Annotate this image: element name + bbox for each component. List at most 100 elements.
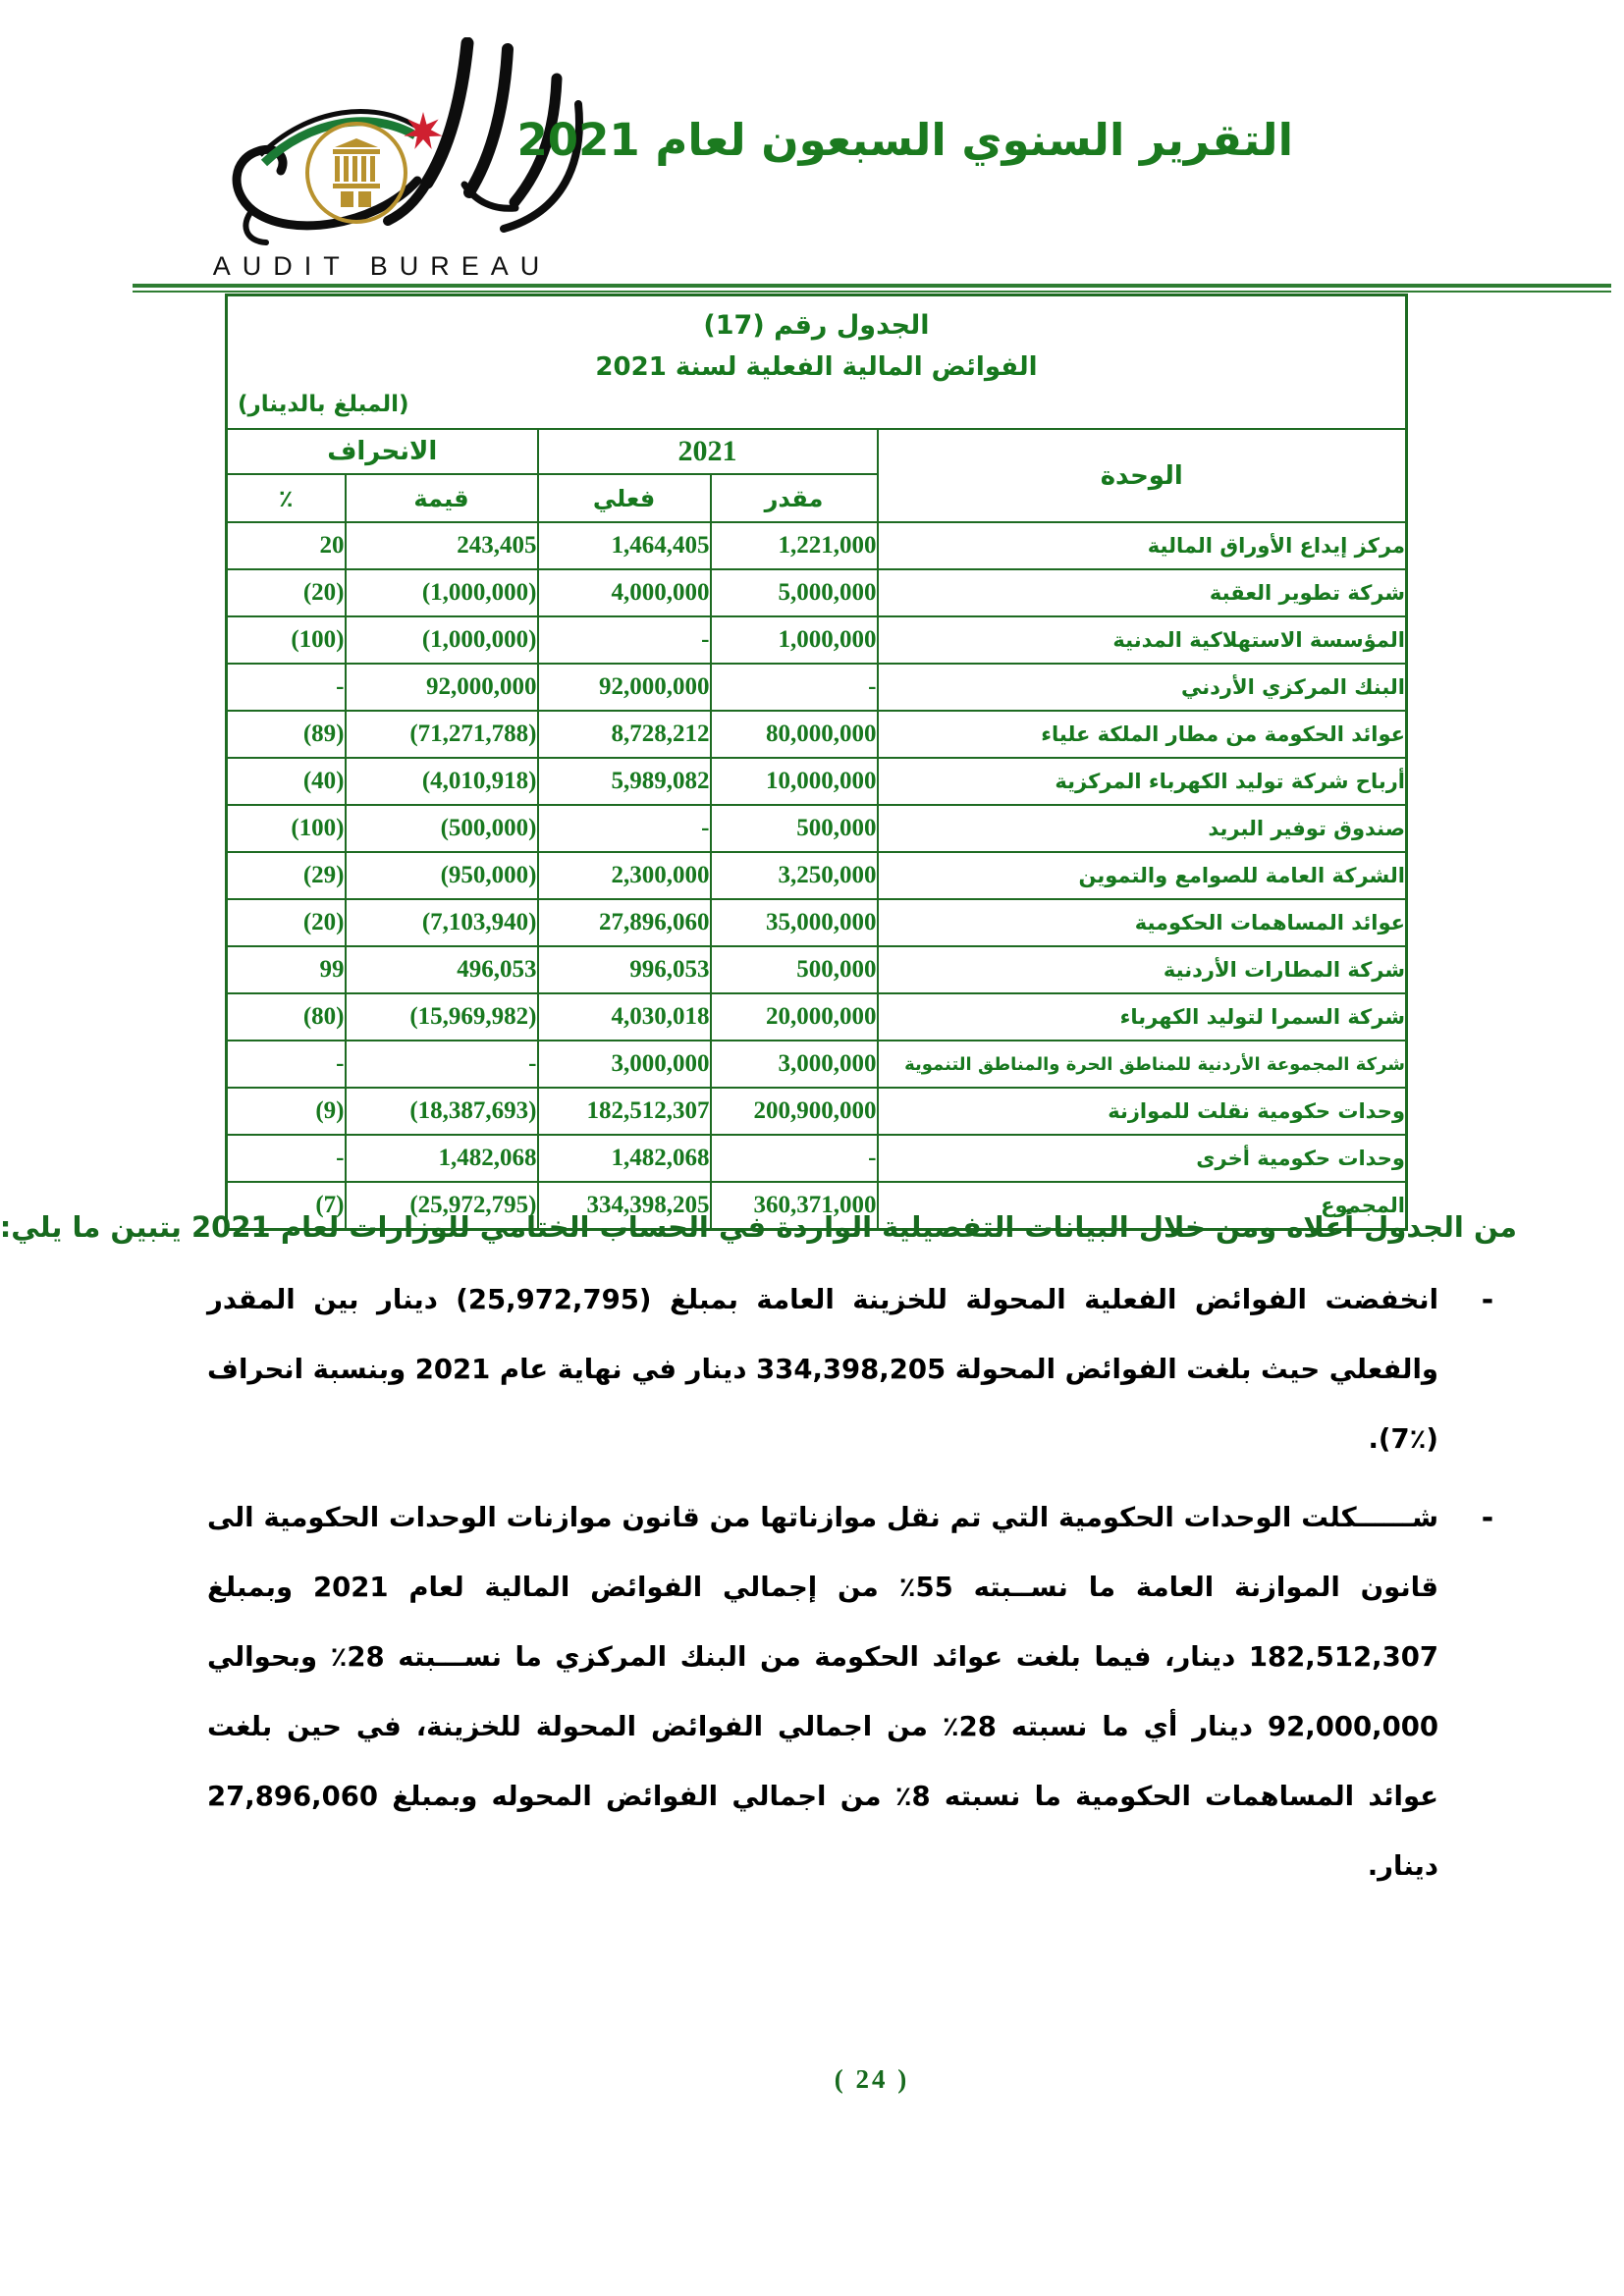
surplus-table: الجدول رقم (17) الفوائض المالية الفعلية … — [165, 294, 1348, 1231]
unit-cell: شركة المجموعة الأردنية للمناطق الحرة وال… — [818, 1041, 1347, 1088]
deviation-percent-cell: (89) — [166, 711, 285, 758]
actual-cell: 2,300,000 — [478, 852, 651, 899]
deviation-value-cell: 92,000,000 — [286, 664, 478, 711]
col-header-actual: فعلي — [478, 474, 651, 522]
table-header-row-1: الوحدة 2021 الانحراف — [166, 429, 1346, 474]
estimated-cell: 80,000,000 — [651, 711, 818, 758]
unit-cell: الشركة العامة للصوامع والتموين — [818, 852, 1347, 899]
deviation-percent-cell: - — [166, 1135, 285, 1182]
deviation-percent-cell: 20 — [166, 522, 285, 569]
unit-cell: عوائد المساهمات الحكومية — [818, 899, 1347, 946]
finding-item: - انخفضت الفوائض الفعلية المحولة للخزينة… — [147, 1265, 1477, 1474]
col-header-deviation: الانحراف — [166, 429, 477, 474]
estimated-cell: 35,000,000 — [651, 899, 818, 946]
deviation-value-cell: (500,000) — [286, 805, 478, 852]
deviation-percent-cell: - — [166, 664, 285, 711]
actual-cell: 182,512,307 — [478, 1088, 651, 1135]
deviation-percent-cell: 99 — [166, 946, 285, 993]
unit-cell: أرباح شركة توليد الكهرباء المركزية — [818, 758, 1347, 805]
finding-text: انخفضت الفوائض الفعلية المحولة للخزينة ا… — [147, 1265, 1379, 1474]
table-subject-title: الفوائض المالية الفعلية لسنة 2021 — [168, 352, 1345, 382]
report-page: { "header": { "logo": { "arabic": "ديوان… — [0, 0, 1624, 2296]
bullet-dash: - — [1379, 1483, 1477, 1901]
deviation-percent-cell: (29) — [166, 852, 285, 899]
estimated-cell: 1,000,000 — [651, 616, 818, 664]
table-row: شركة تطوير العقبة 5,000,000 4,000,000 (1… — [166, 569, 1346, 616]
deviation-value-cell: 496,053 — [286, 946, 478, 993]
table-row: صندوق توفير البريد 500,000 - (500,000) (… — [166, 805, 1346, 852]
deviation-value-cell: (18,387,693) — [286, 1088, 478, 1135]
unit-cell: المؤسسة الاستهلاكية المدنية — [818, 616, 1347, 664]
deviation-value-cell: (15,969,982) — [286, 993, 478, 1041]
table-row: أرباح شركة توليد الكهرباء المركزية 10,00… — [166, 758, 1346, 805]
logo-english-label: AUDIT BUREAU — [110, 251, 534, 282]
page-title: التقرير السنوي السبعون لعام 2021 — [458, 114, 1234, 166]
estimated-cell: 20,000,000 — [651, 993, 818, 1041]
surplus-table-container: الجدول رقم (17) الفوائض المالية الفعلية … — [168, 294, 1348, 1231]
finding-item: - شــــــكلت الوحدات الحكومية التي تم نق… — [147, 1483, 1477, 1901]
estimated-cell: 200,900,000 — [651, 1088, 818, 1135]
findings-list: - انخفضت الفوائض الفعلية المحولة للخزينة… — [147, 1265, 1477, 1901]
table-row: شركة المطارات الأردنية 500,000 996,053 4… — [166, 946, 1346, 993]
deviation-percent-cell: (80) — [166, 993, 285, 1041]
deviation-value-cell: (1,000,000) — [286, 616, 478, 664]
deviation-value-cell: (71,271,788) — [286, 711, 478, 758]
estimated-cell: 3,000,000 — [651, 1041, 818, 1088]
estimated-cell: 1,221,000 — [651, 522, 818, 569]
estimated-cell: 10,000,000 — [651, 758, 818, 805]
estimated-cell: 3,250,000 — [651, 852, 818, 899]
estimated-cell: - — [651, 664, 818, 711]
col-header-estimated: مقدر — [651, 474, 818, 522]
actual-cell: 92,000,000 — [478, 664, 651, 711]
deviation-percent-cell: (20) — [166, 899, 285, 946]
table-row: وحدات حكومية أخرى - 1,482,068 1,482,068 … — [166, 1135, 1346, 1182]
table-row: عوائد المساهمات الحكومية 35,000,000 27,8… — [166, 899, 1346, 946]
table-row: المؤسسة الاستهلاكية المدنية 1,000,000 - … — [166, 616, 1346, 664]
actual-cell: 3,000,000 — [478, 1041, 651, 1088]
actual-cell: 4,000,000 — [478, 569, 651, 616]
table-row: عوائد الحكومة من مطار الملكة علياء 80,00… — [166, 711, 1346, 758]
finding-text: شــــــكلت الوحدات الحكومية التي تم نقل … — [147, 1483, 1379, 1901]
actual-cell: 1,482,068 — [478, 1135, 651, 1182]
estimated-cell: 500,000 — [651, 805, 818, 852]
table-caption-row: الجدول رقم (17) الفوائض المالية الفعلية … — [166, 295, 1346, 430]
deviation-percent-cell: (40) — [166, 758, 285, 805]
unit-cell: صندوق توفير البريد — [818, 805, 1347, 852]
deviation-value-cell: 1,482,068 — [286, 1135, 478, 1182]
table-row: الشركة العامة للصوامع والتموين 3,250,000… — [166, 852, 1346, 899]
deviation-percent-cell: (100) — [166, 805, 285, 852]
col-header-year: 2021 — [478, 429, 818, 474]
unit-cell: وحدات حكومية أخرى — [818, 1135, 1347, 1182]
deviation-value-cell: (4,010,918) — [286, 758, 478, 805]
estimated-cell: 5,000,000 — [651, 569, 818, 616]
actual-cell: 27,896,060 — [478, 899, 651, 946]
deviation-value-cell: - — [286, 1041, 478, 1088]
unit-cell: شركة تطوير العقبة — [818, 569, 1347, 616]
unit-cell: شركة السمرا لتوليد الكهرباء — [818, 993, 1347, 1041]
table-row: مركز إيداع الأوراق المالية 1,221,000 1,4… — [166, 522, 1346, 569]
table-row: وحدات حكومية نقلت للموازنة 200,900,000 1… — [166, 1088, 1346, 1135]
header-divider-rule — [73, 284, 1551, 293]
estimated-cell: - — [651, 1135, 818, 1182]
col-header-value: قيمة — [286, 474, 478, 522]
estimated-cell: 500,000 — [651, 946, 818, 993]
deviation-percent-cell: - — [166, 1041, 285, 1088]
unit-cell: عوائد الحكومة من مطار الملكة علياء — [818, 711, 1347, 758]
actual-cell: 5,989,082 — [478, 758, 651, 805]
bullet-dash: - — [1379, 1265, 1477, 1474]
deviation-percent-cell: (9) — [166, 1088, 285, 1135]
table-row: شركة المجموعة الأردنية للمناطق الحرة وال… — [166, 1041, 1346, 1088]
unit-cell: شركة المطارات الأردنية — [818, 946, 1347, 993]
table-number-title: الجدول رقم (17) — [168, 310, 1345, 341]
actual-cell: 4,030,018 — [478, 993, 651, 1041]
deviation-percent-cell: (100) — [166, 616, 285, 664]
actual-cell: - — [478, 805, 651, 852]
actual-cell: 996,053 — [478, 946, 651, 993]
gold-petra-emblem — [247, 124, 346, 222]
page-number: ( 24 ) — [0, 2064, 1624, 2095]
table-row: البنك المركزي الأردني - 92,000,000 92,00… — [166, 664, 1346, 711]
actual-cell: - — [478, 616, 651, 664]
deviation-value-cell: (7,103,940) — [286, 899, 478, 946]
col-header-unit: الوحدة — [818, 429, 1347, 522]
unit-cell: مركز إيداع الأوراق المالية — [818, 522, 1347, 569]
